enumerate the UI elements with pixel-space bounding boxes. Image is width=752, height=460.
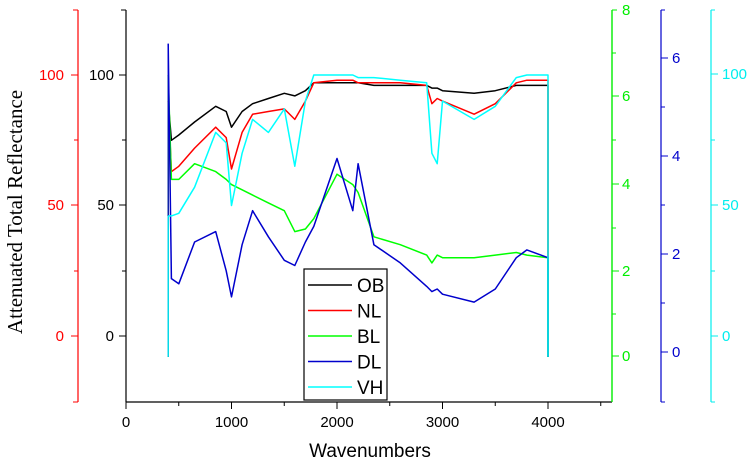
x-tick-3000: 3000 [426, 414, 459, 431]
blue-axis-tick-labels: 6 4 2 0 [672, 50, 680, 361]
series-line-ob [167, 82, 549, 357]
x-axis [125, 401, 612, 409]
series-line-nl [167, 79, 549, 357]
green-tick-4: 4 [622, 176, 630, 193]
green-axis-tick-labels: 8 6 4 2 0 [622, 2, 630, 365]
green-y-axis [611, 9, 619, 402]
legend-label-ob: OB [357, 276, 384, 297]
x-tick-2000: 2000 [320, 414, 353, 431]
red-y-axis [71, 9, 79, 403]
cyan-axis-tick-labels: 100 50 0 [722, 66, 747, 345]
x-axis-tick-labels: 0 1000 2000 3000 4000 [122, 414, 565, 431]
black-tick-100: 100 [89, 67, 114, 84]
blue-tick-4: 4 [672, 148, 680, 165]
y-axis-title: Attenuated Total Reflectance [3, 90, 27, 334]
cyan-tick-100: 100 [722, 66, 747, 83]
legend-label-vh: VH [357, 378, 383, 399]
x-axis-title: Wavenumbers [309, 441, 431, 460]
legend-label-dl: DL [357, 353, 381, 374]
legend-label-nl: NL [357, 302, 381, 323]
series-line-dl [167, 43, 549, 357]
blue-y-axis [660, 9, 668, 403]
black-y-axis [119, 9, 127, 402]
green-tick-8: 8 [622, 2, 630, 19]
green-tick-6: 6 [622, 88, 630, 105]
legend-label-bl: BL [357, 327, 380, 348]
blue-tick-2: 2 [672, 246, 680, 263]
red-tick-100: 100 [39, 67, 64, 84]
series-line-bl [167, 74, 549, 357]
cyan-y-axis [710, 9, 718, 403]
green-tick-2: 2 [622, 263, 630, 280]
series-line-vh [168, 74, 549, 357]
red-tick-50: 50 [47, 197, 64, 214]
black-tick-0: 0 [106, 328, 114, 345]
x-tick-0: 0 [122, 414, 130, 431]
black-tick-50: 50 [97, 197, 114, 214]
x-tick-1000: 1000 [215, 414, 248, 431]
cyan-tick-50: 50 [722, 197, 739, 214]
legend: OB NL BL DL VH [303, 268, 388, 401]
x-tick-4000: 4000 [531, 414, 564, 431]
green-tick-0: 0 [622, 348, 630, 365]
blue-tick-0: 0 [672, 344, 680, 361]
plot-area [167, 43, 549, 357]
black-axis-tick-labels: 100 50 0 [89, 67, 114, 345]
blue-tick-6: 6 [672, 50, 680, 67]
cyan-tick-0: 0 [722, 328, 730, 345]
red-tick-0: 0 [56, 328, 64, 345]
red-axis-tick-labels: 100 50 0 [39, 67, 64, 345]
